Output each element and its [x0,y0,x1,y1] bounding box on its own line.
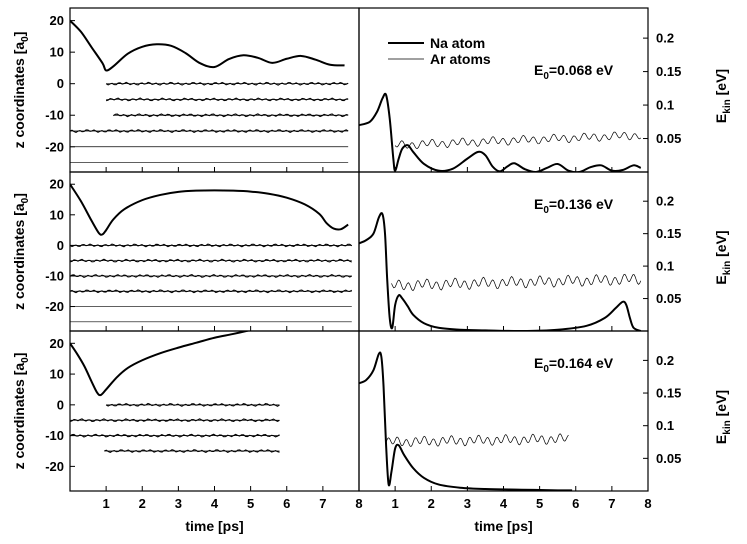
ar-layer-jitter [105,97,349,102]
panels: 20 10 0 -10 -20 0.2 0.15 0.1 0.05 E0=0.068 eV 20 10… [45,7,681,492]
ekin-tick-label: 0.05 [656,131,681,146]
z-tick-label: -20 [45,459,64,474]
ar-ekin-curve [394,131,642,149]
legend: Na atom Ar atoms [388,35,491,67]
ekin-panel-2 [359,212,642,331]
z-axis-label: z coordinates [a0] [11,193,31,310]
x-tick-label: 4 [211,496,219,511]
ekin-axis-label: Ekin [eV] [713,69,733,123]
z-panel-2 [70,183,353,323]
ar-layer-jitter [70,129,349,134]
ar-ekin-curve [391,273,642,292]
energy-annotation: E0=0.164 eV [534,355,614,375]
ekin-tick-label: 0.1 [656,418,674,433]
z-panel-frame [69,330,360,492]
ekin-axis-label: Ekin [eV] [713,230,733,284]
ekin-tick-label: 0.15 [656,386,681,401]
z-tick-label: -20 [45,299,64,314]
z-tick-label: 0 [57,76,64,91]
z-axis-label: z coordinates [a0] [11,353,31,470]
x-tick-label: 6 [283,496,290,511]
x-axis-label-right: time [ps] [474,518,532,534]
z-tick-label: 10 [50,45,64,60]
z-tick-label: 0 [57,397,64,412]
ekin-tick-label: 0.05 [656,451,681,466]
ekin-axis-label: Ekin [eV] [713,390,733,444]
x-tick-label: 2 [428,496,435,511]
ekin-tick-label: 0.1 [656,98,674,113]
x-tick-label: 3 [464,496,471,511]
legend-label-ar: Ar atoms [430,51,491,67]
z-axis-label: z coordinates [a0] [11,32,31,149]
y-axis-labels: z coordinates [a0] Ekin [eV] z coordinates… [11,32,733,470]
z-panel-frame [69,171,360,332]
z-tick-label: -10 [45,428,64,443]
x-tick-label: 8 [355,496,362,511]
x-tick-label: 5 [247,496,254,511]
ar-layer-jitter [105,81,349,86]
x-tick-label: 5 [536,496,543,511]
panel-row-1: 20 10 0 -10 -20 0.2 0.15 0.1 0.05 E0=0.068 eV [45,7,681,173]
z-tick-label: 10 [50,207,64,222]
z-tick-label: 20 [50,177,64,192]
legend-label-na: Na atom [430,35,485,51]
x-tick-label: 7 [319,496,326,511]
ar-layer-jitter [70,289,353,294]
x-tick-label: 3 [175,496,182,511]
panel-row-2: 20 10 0 -10 -20 0.2 0.15 0.1 0.05 E0=0.136 eV [45,171,681,332]
ar-layer-jitter [70,273,353,278]
x-tick-label: 6 [572,496,579,511]
ekin-tick-label: 0.15 [656,64,681,79]
na-ekin-curve [359,351,573,491]
z-panel-1 [70,19,349,163]
na-z-trajectory [70,331,251,397]
ekin-panel-3 [359,351,573,491]
na-z-trajectory [70,19,345,72]
x-axis-labels: 1 1 2 2 3 3 4 4 5 5 6 6 7 7 8 8 time [ps] time [ps] [103,496,652,534]
ekin-tick-label: 0.15 [656,226,681,241]
z-tick-label: -20 [45,139,64,154]
ar-layer-jitter [104,449,280,454]
energy-annotation: E0=0.068 eV [534,62,614,82]
x-tick-label: 1 [103,496,110,511]
ar-ekin-curve [385,433,569,447]
z-tick-label: 0 [57,238,64,253]
ekin-tick-label: 0.2 [656,353,674,368]
x-tick-label: 4 [500,496,508,511]
z-tick-label: 20 [50,336,64,351]
x-axis-label-left: time [ps] [185,518,243,534]
ar-layer-jitter [70,243,353,248]
na-z-trajectory [70,183,349,236]
ekin-tick-label: 0.2 [656,31,674,46]
panel-row-3: 20 10 0 -10 -20 0.2 0.15 0.1 0.05 E0=0.164 eV [45,330,681,492]
z-tick-label: -10 [45,108,64,123]
na-ekin-curve [359,212,642,331]
z-tick-label: 10 [50,367,64,382]
ar-layer-jitter [113,113,349,118]
x-tick-label: 2 [139,496,146,511]
ekin-tick-label: 0.2 [656,194,674,209]
ekin-tick-label: 0.1 [656,259,674,274]
ekin-panel-1 [359,92,642,172]
x-tick-label: 1 [392,496,399,511]
energy-annotation: E0=0.136 eV [534,196,614,216]
z-panel-3 [70,331,280,454]
ekin-tick-label: 0.05 [656,291,681,306]
ar-layer-jitter [70,418,280,423]
ar-layer-jitter [105,402,280,407]
z-tick-label: 20 [50,13,64,28]
z-panel-frame [69,7,360,173]
na-ekin-curve [359,92,642,172]
x-tick-label: 8 [644,496,651,511]
x-tick-label: 7 [608,496,615,511]
ar-layer-jitter [70,258,352,263]
z-tick-label: -10 [45,268,64,283]
ar-layer-jitter [70,433,280,438]
